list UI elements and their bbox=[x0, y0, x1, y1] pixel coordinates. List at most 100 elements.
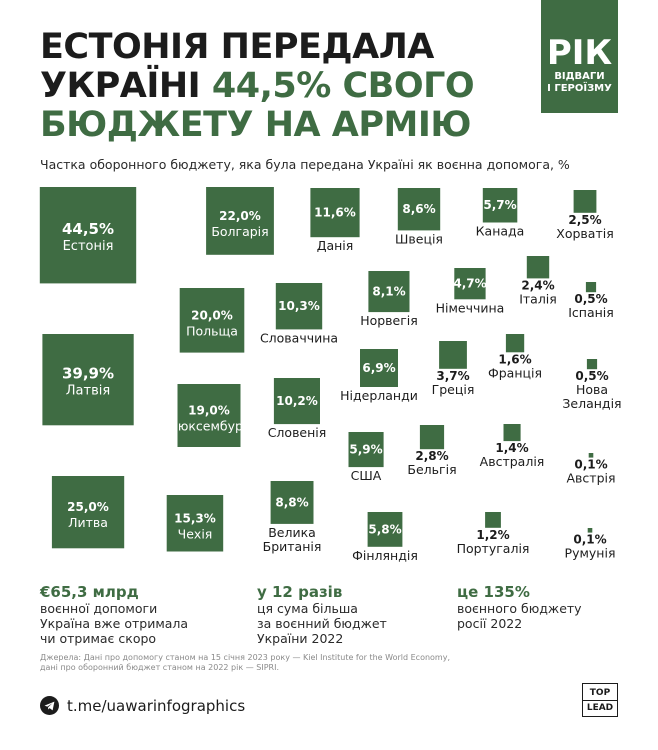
country-label-велика-британія-1: Британія bbox=[263, 539, 322, 554]
stat-multiplier-line-2: за воєнний бюджет bbox=[257, 616, 387, 631]
country-label-естонія: Естонія bbox=[63, 239, 114, 254]
value-label-словаччина: 10,3% bbox=[278, 299, 320, 313]
stat-total-aid-head: €65,3 млрд bbox=[40, 583, 139, 601]
value-label-нідерланди: 6,9% bbox=[362, 361, 395, 375]
stat-multiplier-line-1: ця сума більша bbox=[257, 601, 358, 616]
country-label-австрія: Австрія bbox=[567, 471, 616, 486]
source-line-2: дані про оборонний бюджет станом на 2022… bbox=[40, 663, 279, 672]
stat-russia-budget-line-1: воєнного бюджету bbox=[457, 601, 582, 616]
title-line-3: БЮДЖЕТУ НА АРМІЮ bbox=[40, 105, 471, 145]
square-нідерланди bbox=[360, 349, 398, 387]
square-фінляндія bbox=[367, 512, 403, 547]
value-label-латвія: 39,9% bbox=[62, 365, 114, 383]
square-румунія bbox=[587, 528, 593, 533]
stat-russia-budget-line-2: росії 2022 bbox=[457, 616, 523, 631]
country-label-іспанія: Іспанія bbox=[568, 305, 614, 320]
square-латвія bbox=[42, 334, 134, 426]
square-італія bbox=[526, 256, 550, 279]
square-норвегія bbox=[368, 271, 410, 313]
telegram-link-text[interactable]: t.me/uawarinfographics bbox=[67, 696, 246, 715]
infographic-title: ЕСТОНІЯ ПЕРЕДАЛА УКРАЇНІ 44,5% СВОГО БЮД… bbox=[40, 28, 520, 145]
source-note: Джерела: Дані про допомогу станом на 15 … bbox=[40, 653, 450, 673]
logo-divider bbox=[583, 700, 617, 701]
country-label-словаччина: Словаччина bbox=[260, 330, 338, 345]
country-label-хорватія: Хорватія bbox=[556, 226, 613, 241]
country-label-сша: США bbox=[351, 468, 382, 483]
year-badge: РІК ВІДВАГИ І ГЕРОЇЗМУ bbox=[541, 0, 618, 113]
chart-subtitle: Частка оборонного бюджету, яка була пере… bbox=[40, 157, 570, 172]
value-label-хорватія: 2,5% bbox=[568, 213, 601, 227]
country-label-нова-зеландія-0: Нова bbox=[576, 382, 608, 397]
value-label-польща: 20,0% bbox=[191, 308, 233, 322]
title-accent: 44,5% СВОГО bbox=[211, 66, 475, 106]
logo-bottom: LEAD bbox=[586, 703, 614, 713]
square-велика-британія bbox=[270, 481, 314, 524]
value-label-норвегія: 8,1% bbox=[372, 285, 405, 299]
country-label-португалія: Португалія bbox=[457, 541, 530, 556]
square-литва bbox=[51, 476, 125, 549]
country-label-велика-британія-0: Велика bbox=[268, 525, 316, 540]
country-label-греція: Греція bbox=[432, 382, 475, 397]
stat-russia-budget-head: це 135% bbox=[457, 583, 530, 601]
square-люксембург bbox=[177, 384, 241, 447]
stat-multiplier-head: у 12 разів bbox=[257, 583, 343, 601]
country-label-латвія: Латвія bbox=[66, 384, 110, 399]
country-label-румунія: Румунія bbox=[565, 546, 616, 561]
country-label-болгарія: Болгарія bbox=[211, 224, 268, 239]
value-label-австралія: 1,4% bbox=[495, 441, 528, 455]
country-label-данія: Данія bbox=[317, 238, 354, 253]
value-label-австрія: 0,1% bbox=[574, 458, 607, 472]
square-данія bbox=[310, 188, 360, 238]
country-label-німеччина: Німеччина bbox=[436, 300, 505, 315]
title-line-2-start: УКРАЇНІ bbox=[40, 66, 212, 106]
badge-line-2: І ГЕРОЇЗМУ bbox=[547, 83, 612, 94]
square-швеція bbox=[397, 188, 441, 231]
value-label-нова-зеландія: 0,5% bbox=[575, 369, 608, 383]
square-португалія bbox=[485, 512, 501, 528]
stat-total-aid-line-3: чи отримає скоро bbox=[40, 631, 157, 646]
value-label-бельгія: 2,8% bbox=[415, 449, 448, 463]
square-франція bbox=[505, 334, 525, 353]
value-label-естонія: 44,5% bbox=[62, 220, 114, 238]
title-line-1: ЕСТОНІЯ ПЕРЕДАЛА bbox=[40, 27, 434, 67]
country-label-австралія: Австралія bbox=[480, 454, 545, 469]
country-label-литва: Литва bbox=[68, 515, 108, 530]
country-label-швеція: Швеція bbox=[395, 231, 443, 246]
country-label-фінляндія: Фінляндія bbox=[352, 548, 418, 563]
square-греція bbox=[439, 341, 467, 369]
value-label-сша: 5,9% bbox=[349, 443, 382, 457]
value-label-велика-британія: 8,8% bbox=[275, 495, 308, 509]
square-чехія bbox=[166, 495, 224, 552]
value-label-фінляндія: 5,8% bbox=[368, 522, 401, 536]
telegram-icon bbox=[40, 696, 59, 715]
square-австрія bbox=[588, 453, 594, 458]
value-label-португалія: 1,2% bbox=[476, 528, 509, 542]
country-label-словенія: Словенія bbox=[268, 425, 327, 440]
title-line-2: УКРАЇНІ 44,5% СВОГО bbox=[40, 67, 520, 106]
country-label-польща: Польща bbox=[186, 323, 238, 338]
stat-total-aid-line-2: Україна вже отримала bbox=[40, 616, 189, 631]
value-label-швеція: 8,6% bbox=[402, 202, 435, 216]
square-словенія bbox=[273, 378, 320, 425]
value-label-чехія: 15,3% bbox=[174, 511, 216, 525]
square-area-chart: 44,5%Естонія 39,9%Латвія 25,0%Литва 22,0%Бо… bbox=[39, 187, 622, 563]
value-label-люксембург: 19,0% bbox=[188, 404, 230, 418]
stat-total-aid: €65,3 млрд воєнної допомоги Україна вже … bbox=[40, 583, 188, 646]
stat-russia-budget: це 135% воєнного бюджету росії 2022 bbox=[457, 583, 582, 631]
value-label-франція: 1,6% bbox=[498, 352, 531, 366]
square-естонія bbox=[39, 187, 137, 284]
value-label-італія: 2,4% bbox=[521, 278, 554, 292]
square-канада bbox=[482, 188, 518, 223]
value-label-канада: 5,7% bbox=[483, 198, 516, 212]
value-label-іспанія: 0,5% bbox=[574, 292, 607, 306]
badge-line-1: ВІДВАГИ bbox=[554, 71, 605, 82]
square-німеччина bbox=[454, 268, 486, 300]
square-бельгія bbox=[419, 425, 445, 450]
country-label-норвегія: Норвегія bbox=[360, 313, 418, 328]
country-label-франція: Франція bbox=[488, 365, 542, 380]
square-сша bbox=[348, 432, 384, 468]
square-іспанія bbox=[585, 282, 597, 293]
top-lead-logo: TOP LEAD bbox=[582, 683, 618, 717]
telegram-link[interactable]: t.me/uawarinfographics bbox=[40, 696, 245, 715]
value-label-румунія: 0,1% bbox=[573, 533, 606, 547]
